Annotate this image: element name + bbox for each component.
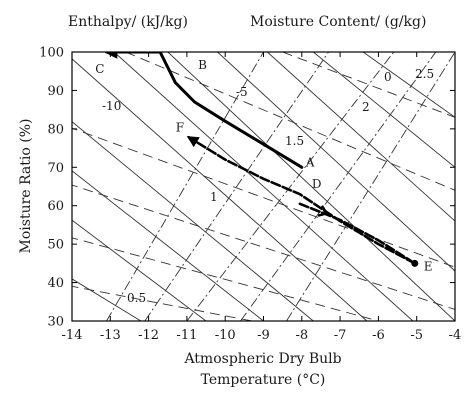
moisture-isoline	[144, 52, 329, 321]
x-tick-label: -6	[372, 328, 385, 343]
y-tick-label: 60	[47, 199, 64, 214]
moisture-isoline	[240, 52, 437, 321]
enthalpy-isoline-label: -10	[102, 99, 121, 113]
x-tick-label: -11	[176, 328, 197, 343]
y-axis-label: Moisture Ratio (%)	[18, 119, 34, 254]
x-tick-label: -8	[295, 328, 308, 343]
moisture-isoline-label: 2	[362, 100, 370, 114]
temperature-isoline	[113, 52, 414, 321]
process-line-solid	[103, 52, 304, 169]
temperature-isoline	[217, 52, 455, 272]
process-series	[103, 52, 419, 267]
iso-line-labels: -10 -5 0 0.5 1 1.5 2 2.5	[102, 67, 434, 305]
state-point-label: E	[424, 259, 433, 273]
state-point-label: C	[95, 62, 104, 76]
temperature-isoline	[72, 58, 368, 321]
x-tick-label: -4	[449, 328, 462, 343]
state-point-label: F	[176, 120, 184, 134]
moisture-isoline-label: 1.5	[285, 134, 304, 148]
temperature-isoline	[72, 121, 314, 321]
state-point-label: B	[198, 58, 207, 72]
state-point-marker	[411, 259, 419, 267]
direction-arrow	[317, 205, 329, 217]
y-tick-label: 50	[47, 238, 64, 253]
x-tick-label: -9	[257, 328, 270, 343]
moisture-isoline	[186, 52, 395, 321]
moisture-isoline-label: 1	[210, 190, 218, 204]
x-tick-label: -7	[334, 328, 347, 343]
point-labels: A B C D E F	[95, 58, 432, 273]
x-tick-label: -14	[62, 328, 83, 343]
x-tick-label: -10	[215, 328, 236, 343]
enthalpy-isoline	[125, 52, 455, 191]
temperature-isoline	[167, 52, 455, 321]
x-tick-label: -12	[138, 328, 159, 343]
x-axis-label-line2: Temperature (°C)	[201, 372, 326, 388]
enthalpy-isoline	[282, 52, 455, 118]
enthalpy-isoline	[72, 237, 379, 321]
moisture-isoline	[106, 52, 264, 321]
state-point-label: A	[305, 155, 315, 169]
enthalpy-isoline-label: -5	[236, 85, 248, 99]
y-tick-label: 90	[47, 84, 64, 99]
y-tick-label: 30	[47, 315, 64, 330]
temperature-isoline	[72, 219, 207, 321]
x-tick-label: -5	[410, 328, 423, 343]
chart-title-enthalpy: Enthalpy/ (kJ/kg)	[68, 14, 188, 30]
temperature-isoline	[72, 170, 264, 321]
x-tick-label: -13	[100, 328, 121, 343]
x-axis-label-line1: Atmospheric Dry Bulb	[183, 351, 341, 367]
enthalpy-isoline	[72, 285, 253, 321]
enthalpy-isoline	[72, 127, 455, 268]
x-axis-ticks: -14 -13 -12 -11 -10 -9 -8 -7 -6 -5 -4	[62, 52, 462, 343]
enthalpy-isoline	[72, 184, 455, 310]
temperature-isoline	[72, 278, 142, 321]
temperature-isoline	[362, 52, 455, 118]
chart-title-moisture: Moisture Content/ (g/kg)	[250, 14, 426, 30]
temperature-isoline	[266, 52, 455, 222]
state-point-label: D	[312, 177, 322, 191]
process-line-dashed	[298, 202, 417, 265]
enthalpy-isoline-label: 0	[384, 70, 392, 84]
iso-lines	[72, 52, 455, 321]
y-axis-ticks: 30 40 50 60 70 80 90 100	[39, 46, 455, 330]
process-line-dashed	[186, 136, 417, 265]
y-tick-label: 70	[47, 161, 64, 176]
y-tick-label: 40	[47, 276, 64, 291]
temperature-isoline	[313, 52, 455, 168]
moisture-isoline-label: 0.5	[127, 291, 146, 305]
moisture-isoline-label: 2.5	[415, 67, 434, 81]
y-tick-label: 80	[47, 122, 64, 137]
y-tick-label: 100	[39, 46, 64, 61]
moisture-isoline	[286, 52, 455, 321]
